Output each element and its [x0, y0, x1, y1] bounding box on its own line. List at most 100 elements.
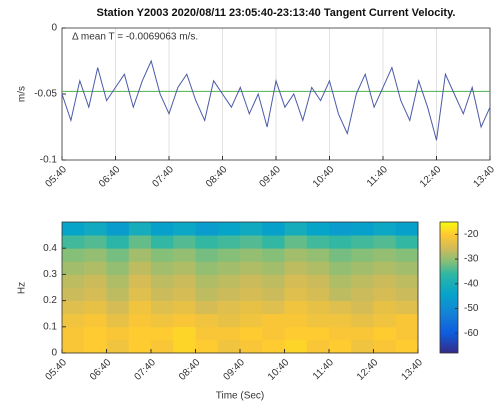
heatmap-cell	[84, 248, 107, 262]
heatmap-cell	[106, 274, 130, 288]
heatmap-cell	[128, 235, 152, 249]
heatmap-cell	[351, 300, 374, 315]
heatmap-cell	[395, 287, 419, 301]
heatmap-cell	[151, 222, 174, 236]
heatmap-cell	[395, 339, 419, 354]
heatmap-cell	[240, 313, 263, 328]
heatmap-cell	[262, 287, 285, 301]
y-tick-label: -0.1	[40, 155, 58, 166]
heatmap-cell	[329, 235, 352, 249]
y-axis-label: Hz	[17, 282, 28, 294]
heatmap-cell	[173, 339, 196, 354]
heatmap-cell	[173, 274, 196, 288]
heatmap-cell	[395, 235, 419, 249]
y-tick-label: -0.05	[34, 89, 57, 100]
heatmap-cell	[306, 248, 330, 262]
heatmap-cell	[195, 339, 219, 354]
heatmap-cell	[151, 313, 174, 328]
heatmap-cell	[217, 222, 241, 236]
heatmap-cell	[62, 222, 85, 236]
heatmap-cell	[84, 313, 107, 328]
heatmap-cell	[151, 235, 174, 249]
heatmap-cell	[84, 222, 107, 236]
heatmap-cell	[329, 261, 352, 275]
heatmap-cell	[106, 248, 130, 262]
heatmap-cell	[217, 235, 241, 249]
heatmap-cell	[240, 222, 263, 236]
heatmap-cell	[262, 313, 285, 328]
heatmap-cell	[306, 326, 330, 341]
heatmap-cell	[195, 274, 219, 288]
heatmap-cell	[217, 313, 241, 328]
x-tick-label: 12:40	[418, 164, 444, 190]
heatmap-cell	[128, 313, 152, 328]
annotation: Δ mean T = -0.0069063 m/s.	[72, 32, 198, 43]
heatmap-cell	[128, 339, 152, 354]
heatmap-cell	[173, 235, 196, 249]
heatmap-cell	[217, 274, 241, 288]
heatmap-cell	[284, 235, 308, 249]
colorbar-tick-label: -30	[464, 254, 479, 265]
heatmap-cell	[195, 235, 219, 249]
heatmap-cell	[351, 313, 374, 328]
heatmap-cell	[62, 248, 85, 262]
heatmap-cell	[173, 326, 196, 341]
heatmap-cell	[351, 261, 374, 275]
axes-frame	[61, 221, 419, 354]
heatmap-cell	[373, 287, 397, 301]
heatmap-cell	[262, 274, 285, 288]
heatmap-cell	[395, 248, 419, 262]
y-tick-label: 0	[51, 348, 57, 359]
heatmap-cell	[240, 339, 263, 354]
x-tick-label: 05:40	[44, 164, 70, 190]
heatmap-cell	[128, 326, 152, 341]
heatmap-cell	[128, 300, 152, 315]
heatmap-cell	[284, 300, 308, 315]
heatmap-cell	[329, 313, 352, 328]
heatmap-cell	[240, 300, 263, 315]
heatmap-cell	[284, 274, 308, 288]
heatmap-cell	[395, 300, 419, 315]
heatmap-cell	[351, 248, 374, 262]
colorbar-tick-label: -60	[464, 328, 479, 339]
heatmap-cell	[151, 326, 174, 341]
heatmap-cell	[195, 313, 219, 328]
heatmap-cell	[151, 248, 174, 262]
heatmap-cell	[195, 261, 219, 275]
heatmap-cell	[262, 248, 285, 262]
heatmap-cell	[262, 326, 285, 341]
heatmap-cell	[217, 300, 241, 315]
x-tick-label: 06:40	[97, 164, 123, 190]
heatmap-cell	[373, 248, 397, 262]
heatmap-cell	[329, 222, 352, 236]
heatmap-cell	[351, 222, 374, 236]
heatmap-cell	[373, 339, 397, 354]
heatmap-cell	[395, 274, 419, 288]
heatmap-cell	[351, 326, 374, 341]
heatmap-cell	[106, 326, 130, 341]
heatmap-cell	[128, 287, 152, 301]
heatmap-cell	[106, 313, 130, 328]
x-tick-label: 05:40	[44, 357, 70, 383]
heatmap-cell	[62, 235, 85, 249]
heatmap-cell	[106, 287, 130, 301]
heatmap-cell	[373, 222, 397, 236]
heatmap-cell	[173, 287, 196, 301]
heatmap-cell	[62, 313, 85, 328]
y-axis-label: m/s	[17, 86, 28, 102]
heatmap-cell	[329, 326, 352, 341]
heatmap-cell	[351, 287, 374, 301]
heatmap-cell	[62, 300, 85, 315]
x-tick-label: 10:40	[266, 357, 292, 383]
heatmap-cell	[373, 274, 397, 288]
heatmap-cell	[351, 339, 374, 354]
heatmap-cell	[240, 287, 263, 301]
y-tick-label: 0	[51, 23, 57, 34]
heatmap-cell	[306, 222, 330, 236]
heatmap-cell	[84, 326, 107, 341]
heatmap-cell	[128, 248, 152, 262]
colorbar-tick-label: -40	[464, 278, 479, 289]
heatmap-cell	[240, 235, 263, 249]
heatmap-cell	[195, 326, 219, 341]
